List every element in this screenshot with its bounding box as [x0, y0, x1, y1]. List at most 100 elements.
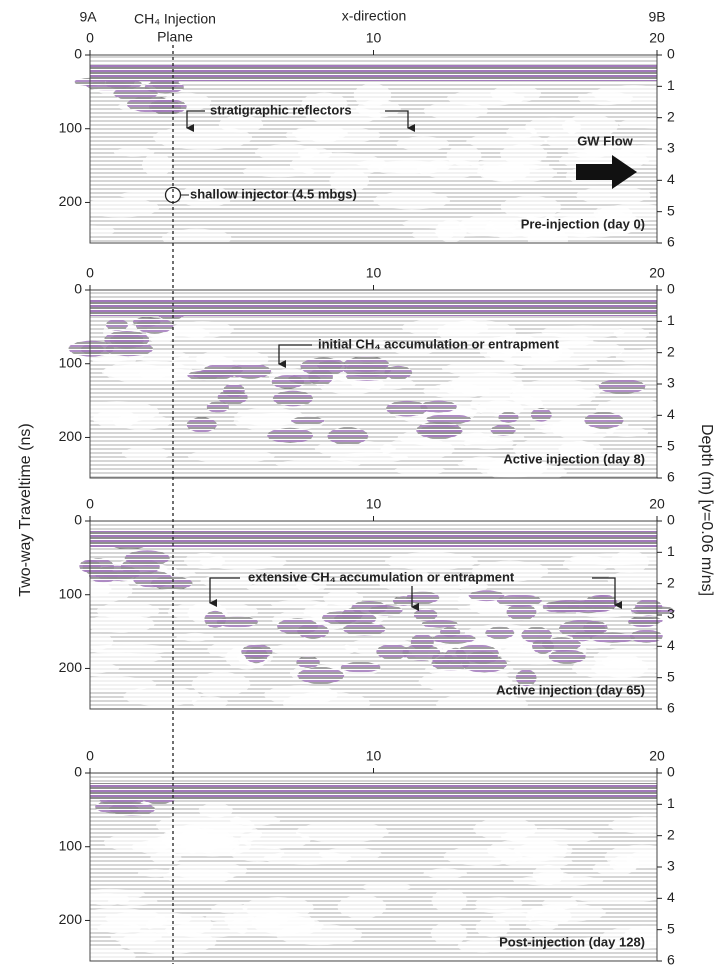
texture-patch: [103, 833, 178, 852]
reflection-blob: [384, 365, 413, 380]
radargram: [64, 54, 693, 251]
injection-plane-label: Plane: [157, 29, 193, 45]
reflection-blob: [515, 669, 537, 687]
texture-patch: [609, 551, 650, 573]
surface-band: [90, 300, 657, 316]
reflection-blob: [627, 616, 659, 627]
texture-patch: [588, 365, 689, 374]
texture-patch: [176, 632, 214, 642]
texture-patch: [614, 144, 693, 165]
texture-patch: [263, 851, 352, 865]
reflection-blob: [376, 644, 409, 660]
texture-patch: [436, 320, 517, 344]
texture-patch: [466, 133, 548, 149]
annotation-arrow: [278, 344, 312, 368]
surface-band: [90, 531, 657, 547]
texture-patch: [396, 136, 450, 151]
texture-patch: [199, 554, 287, 570]
reflection-blob: [431, 652, 454, 665]
texture-patch: [574, 451, 672, 465]
texture-patch: [541, 897, 579, 910]
right-end-label: 9B: [648, 9, 665, 25]
reflection-blob: [490, 424, 516, 436]
texture-patch: [473, 818, 538, 840]
texture-patch: [385, 552, 478, 571]
texture-patch: [119, 930, 217, 954]
reflection-blob: [105, 341, 154, 357]
texture-patch: [254, 144, 320, 161]
reflection-blob: [113, 334, 136, 346]
texture-patch: [431, 889, 468, 913]
annotation: stratigraphic reflectors: [210, 102, 352, 117]
y-tick-label: 0: [74, 281, 82, 297]
annotation-arrow: [209, 577, 240, 607]
reflection-blob: [583, 621, 608, 635]
texture-patch: [423, 102, 489, 120]
reflection-blob: [105, 319, 129, 331]
reflection-blob: [322, 611, 359, 625]
texture-patch: [418, 670, 513, 693]
texture-patch: [322, 590, 364, 606]
y2-tick-label: 0: [667, 512, 675, 528]
texture-patch: [617, 118, 692, 129]
x-tick-label: 10: [366, 496, 382, 512]
reflection-blob: [386, 400, 428, 417]
texture-patch: [572, 657, 649, 679]
texture-patch: [330, 452, 409, 463]
panel-label: Post-injection (day 128): [499, 934, 645, 949]
reflection-blob: [413, 608, 438, 621]
y2-tick-label: 6: [667, 700, 675, 716]
texture-patch: [606, 427, 649, 438]
texture-patch: [474, 897, 524, 910]
texture-patch: [107, 897, 158, 906]
x-tick-label: 20: [649, 748, 665, 764]
reflection-blob: [317, 360, 343, 371]
reflection-blob: [140, 787, 178, 804]
y2-tick-label: 4: [667, 171, 675, 187]
y2-tick-label: 1: [667, 77, 675, 93]
texture-patch: [615, 349, 691, 364]
reflection-blob: [133, 570, 173, 588]
texture-patch: [477, 459, 548, 478]
texture-patch: [191, 696, 229, 709]
y2-tick-label: 5: [667, 668, 675, 684]
annotation-arrow: [385, 110, 415, 132]
texture-patch: [525, 906, 572, 926]
texture-patch: [567, 143, 614, 159]
reflection-blob: [272, 390, 313, 407]
y-axis-label: Two-way Traveltime (ns): [17, 423, 34, 596]
reflection-blob: [406, 591, 440, 604]
reflection-blob: [186, 417, 217, 433]
annotation: extensive CH₄ accumulation or entrapment: [248, 569, 515, 584]
texture-patch: [486, 343, 574, 363]
y2-axis-label: Depth (m) [v=0.06 m/ns]: [698, 424, 715, 596]
y2-tick-label: 1: [667, 312, 675, 328]
y2-tick-label: 3: [667, 375, 675, 391]
texture-patch: [575, 186, 651, 204]
texture-patch: [500, 856, 573, 868]
texture-patch: [84, 614, 155, 633]
reflection-blob: [498, 411, 519, 423]
reflection-blob: [635, 598, 663, 616]
y2-tick-label: 5: [667, 920, 675, 936]
texture-patch: [50, 946, 136, 966]
x-tick-label: 10: [366, 30, 382, 46]
x-tick-label: 10: [366, 265, 382, 281]
texture-patch: [295, 821, 389, 843]
y2-tick-label: 5: [667, 202, 675, 218]
texture-patch: [137, 869, 174, 878]
reflection-blob: [297, 623, 329, 639]
texture-patch: [165, 822, 263, 846]
reflection-blob: [68, 340, 114, 357]
texture-patch: [101, 364, 175, 380]
texture-patch: [394, 466, 446, 475]
texture-patch: [500, 144, 548, 165]
texture-patch: [211, 903, 248, 914]
texture-patch: [532, 864, 564, 886]
texture-patch: [70, 578, 133, 603]
annotation: GW Flow: [577, 133, 633, 148]
reflection-blob: [496, 594, 542, 607]
texture-patch: [457, 939, 509, 953]
